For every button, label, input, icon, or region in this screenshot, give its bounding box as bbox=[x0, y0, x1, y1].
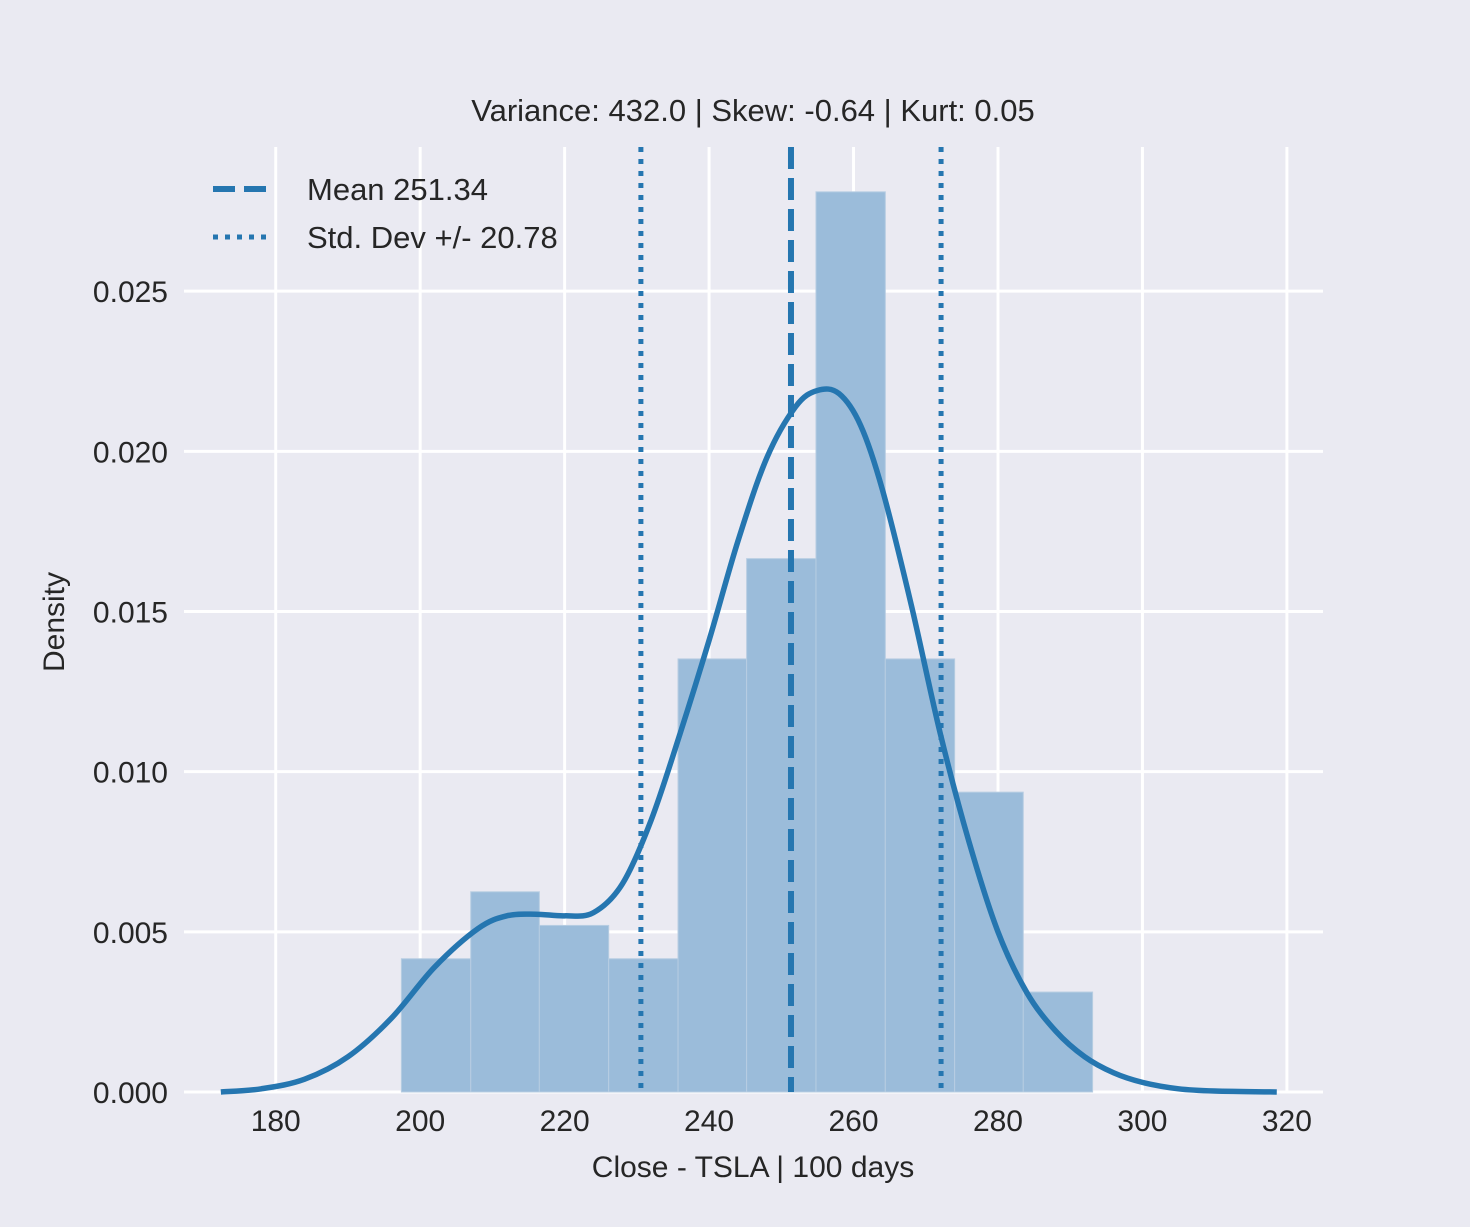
x-tick-label: 300 bbox=[1117, 1105, 1167, 1138]
y-axis-label: Density bbox=[38, 572, 71, 672]
y-tick-label: 0.025 bbox=[93, 276, 168, 309]
chart-title: Variance: 432.0 | Skew: -0.64 | Kurt: 0.… bbox=[471, 93, 1035, 128]
legend-label: Mean 251.34 bbox=[307, 172, 488, 207]
x-tick-label: 320 bbox=[1262, 1105, 1312, 1138]
x-tick-label: 240 bbox=[684, 1105, 734, 1138]
y-tick-label: 0.020 bbox=[93, 436, 168, 469]
y-tick-label: 0.000 bbox=[93, 1077, 168, 1110]
histogram-bar bbox=[538, 924, 610, 1093]
y-tick-label: 0.005 bbox=[93, 917, 168, 950]
legend-label: Std. Dev +/- 20.78 bbox=[307, 220, 558, 255]
x-axis-ticks: 180 200 220 240 260 280 300 320 bbox=[251, 1105, 1312, 1138]
histogram-bars bbox=[400, 191, 1094, 1093]
y-tick-label: 0.010 bbox=[93, 757, 168, 790]
histogram-bar bbox=[470, 891, 540, 1093]
histogram-bar bbox=[677, 658, 748, 1093]
x-tick-label: 200 bbox=[395, 1105, 445, 1138]
histogram-bar bbox=[400, 958, 472, 1093]
x-tick-label: 280 bbox=[973, 1105, 1023, 1138]
y-axis-ticks: 0.000 0.005 0.010 0.015 0.020 0.025 bbox=[93, 276, 168, 1110]
y-tick-label: 0.015 bbox=[93, 596, 168, 629]
histogram-bar bbox=[954, 791, 1024, 1093]
x-tick-label: 220 bbox=[540, 1105, 590, 1138]
kde-line bbox=[220, 386, 1277, 1095]
x-tick-label: 180 bbox=[251, 1105, 301, 1138]
x-axis-label: Close - TSLA | 100 days bbox=[592, 1151, 914, 1184]
histogram-bar bbox=[884, 658, 956, 1093]
histogram-bar bbox=[746, 558, 817, 1093]
legend: Mean 251.34 Std. Dev +/- 20.78 bbox=[213, 172, 558, 255]
histogram-bar bbox=[815, 191, 886, 1093]
stat-lines bbox=[638, 147, 944, 1092]
kde-curve bbox=[220, 386, 1277, 1095]
x-tick-label: 260 bbox=[829, 1105, 879, 1138]
